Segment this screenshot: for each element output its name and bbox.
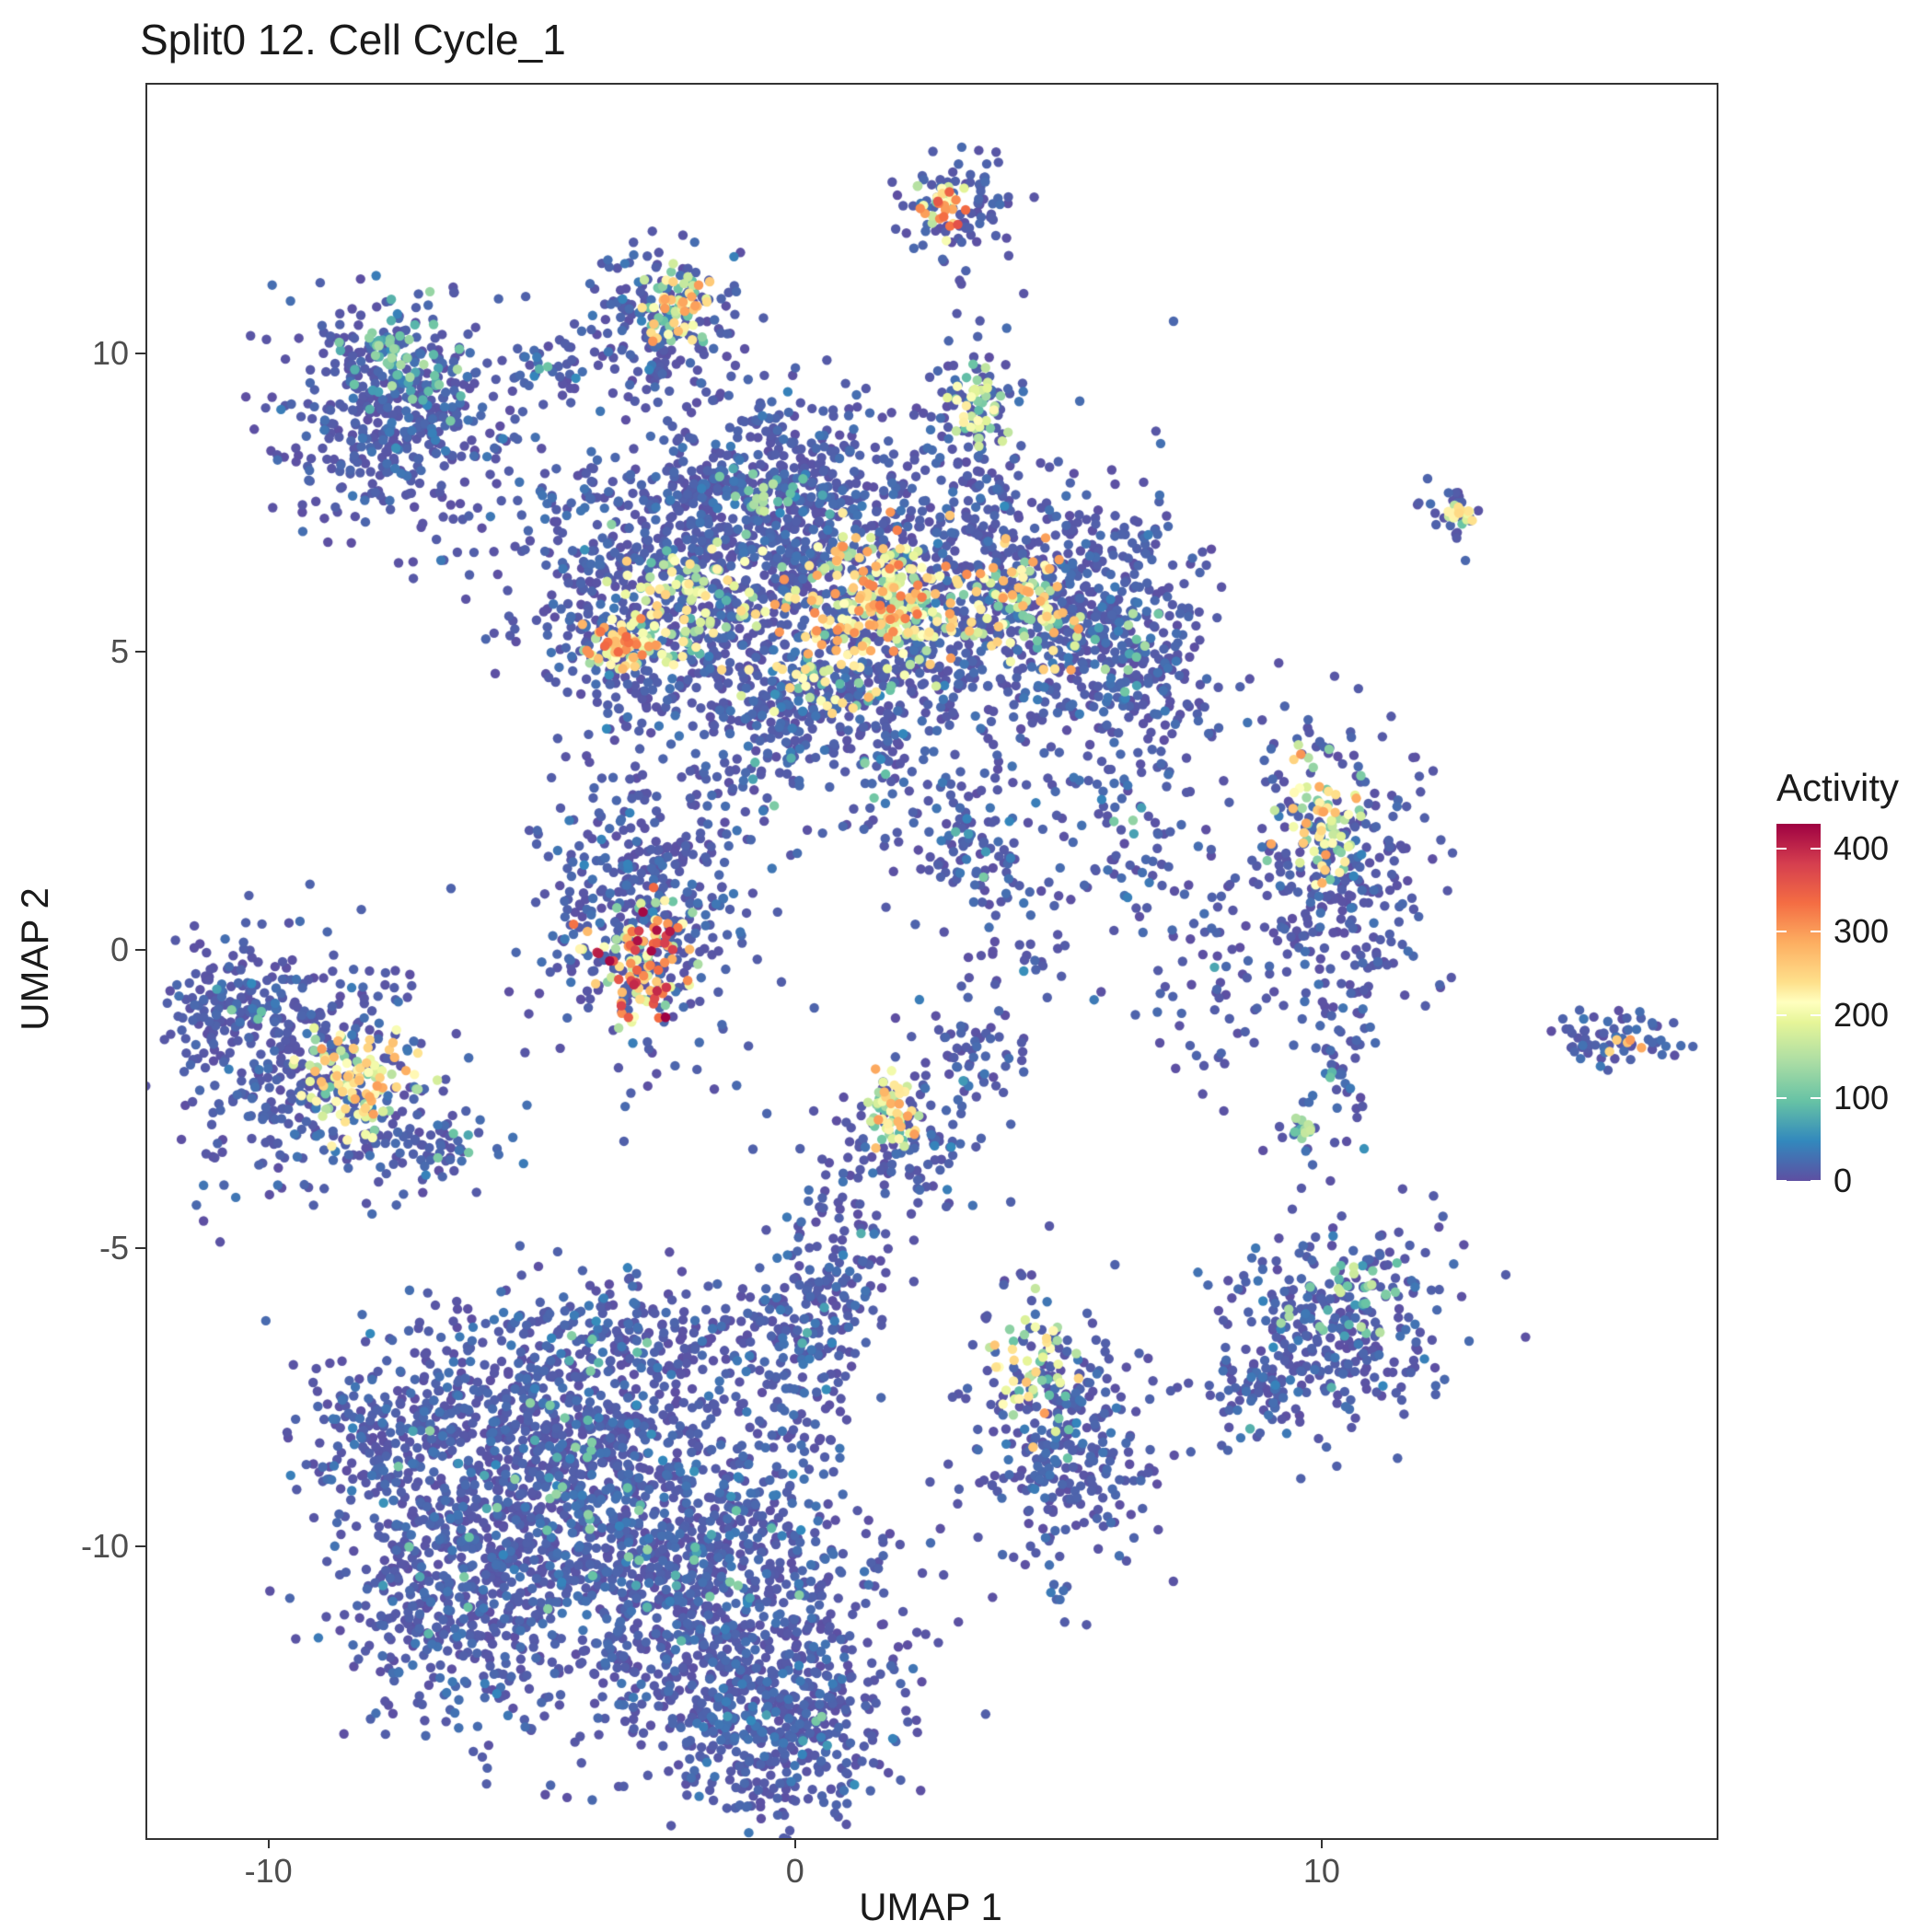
plot-title: Split0 12. Cell Cycle_1 [140, 16, 566, 64]
legend-title: Activity [1776, 766, 1900, 809]
legend-tick-label: 400 [1834, 829, 1890, 868]
x-tick-mark [1320, 1838, 1323, 1848]
x-tick-label: 10 [1302, 1852, 1340, 1890]
legend-tick-line [1776, 848, 1787, 850]
y-axis-title: UMAP 2 [13, 887, 56, 1031]
legend-tick-label: 200 [1834, 995, 1890, 1034]
y-tick-label: 10 [91, 333, 129, 372]
legend-tick-line [1776, 1096, 1787, 1099]
y-tick-label: -5 [98, 1228, 129, 1267]
x-tick-mark [793, 1838, 796, 1848]
legend-tick-label: 300 [1834, 912, 1890, 951]
y-tick-label: 5 [110, 631, 129, 670]
x-axis-title: UMAP 1 [859, 1885, 1002, 1928]
legend-tick-line [1811, 1096, 1821, 1099]
y-tick-mark [135, 650, 145, 653]
legend-tick-line [1776, 931, 1787, 933]
y-tick-mark [135, 948, 145, 951]
x-tick-label: 0 [785, 1852, 804, 1890]
legend-tick-line [1811, 848, 1821, 850]
legend-gradient-bar [1776, 824, 1821, 1181]
y-tick-mark [135, 352, 145, 354]
legend-tick-label: 0 [1834, 1162, 1853, 1199]
legend-tick-line [1811, 1013, 1821, 1016]
scatter-canvas [147, 85, 1717, 1838]
x-tick-mark [267, 1838, 270, 1848]
legend-tick-line [1811, 1180, 1821, 1182]
y-tick-label: 0 [110, 930, 129, 968]
legend-tick-line [1776, 1013, 1787, 1016]
plot-panel [145, 83, 1718, 1840]
y-tick-label: -10 [80, 1526, 129, 1565]
legend-tick-line [1811, 931, 1821, 933]
y-tick-mark [135, 1544, 145, 1547]
x-tick-label: -10 [244, 1852, 293, 1890]
legend-tick-label: 100 [1834, 1078, 1890, 1116]
y-tick-mark [135, 1246, 145, 1249]
legend-tick-line [1776, 1180, 1787, 1182]
